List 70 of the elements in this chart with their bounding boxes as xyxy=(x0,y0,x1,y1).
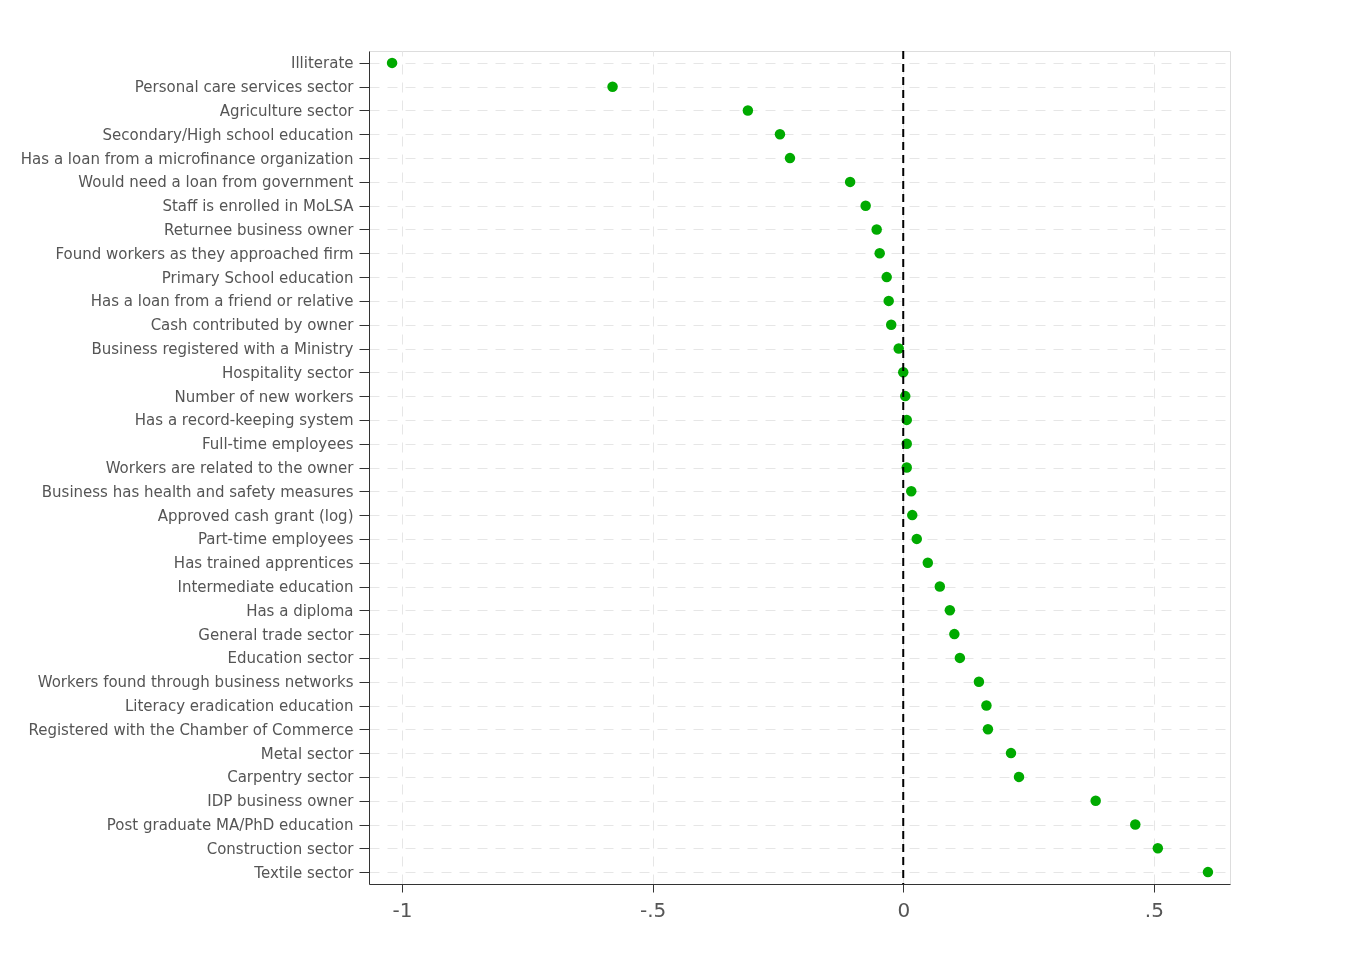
y-tick-label: Illiterate xyxy=(290,54,354,73)
point xyxy=(922,557,934,568)
y-tick-label: Returnee business owner xyxy=(164,221,355,239)
y-tick-label: Hospitality sector xyxy=(222,363,355,382)
y-tick-label: Has a record-keeping system xyxy=(134,411,354,430)
point xyxy=(1152,843,1164,854)
y-tick-label: Found workers as they approached firm xyxy=(55,244,354,263)
point xyxy=(934,581,946,592)
point xyxy=(885,319,897,330)
point xyxy=(871,224,882,235)
y-tick-label: Post graduate MA/PhD education xyxy=(106,816,354,834)
y-tick-label: Staff is enrolled in MoLSA xyxy=(162,197,355,216)
point xyxy=(893,343,904,354)
y-tick-label: Secondary/High school education xyxy=(102,125,354,144)
y-tick-label: Has a diploma xyxy=(246,601,354,620)
y-tick-label: General trade sector xyxy=(198,625,355,644)
point xyxy=(784,152,796,164)
y-tick-label: Full-time employees xyxy=(201,435,354,454)
point xyxy=(883,295,894,307)
point xyxy=(844,176,856,188)
point xyxy=(906,486,917,497)
point xyxy=(982,724,994,735)
y-tick-label: Textile sector xyxy=(253,863,355,882)
y-tick-label: Education sector xyxy=(227,649,355,668)
y-tick-label: Registered with the Chamber of Commerce xyxy=(28,720,354,739)
y-tick-label: Metal sector xyxy=(260,744,355,763)
y-tick-label: Construction sector xyxy=(206,839,355,858)
y-tick-label: Intermediate education xyxy=(177,578,354,596)
point xyxy=(607,81,618,92)
x-tick-label: 0 xyxy=(897,897,911,922)
y-tick-label: Agriculture sector xyxy=(219,102,355,120)
point xyxy=(1013,771,1025,783)
point xyxy=(774,129,786,140)
point xyxy=(973,676,985,687)
point xyxy=(1130,819,1141,830)
y-tick-label: Cash contributed by owner xyxy=(150,316,355,335)
point xyxy=(1202,866,1214,878)
x-tick-label: -.5 xyxy=(640,897,667,922)
point xyxy=(901,462,912,473)
y-tick-label: Has trained apprentices xyxy=(173,554,354,573)
y-tick-label: Has a loan from a friend or relative xyxy=(90,292,354,311)
y-tick-label: Primary School education xyxy=(161,268,354,287)
y-tick-label: Approved cash grant (log) xyxy=(157,506,354,525)
y-tick-label: Workers are related to the owner xyxy=(105,459,355,477)
point xyxy=(881,271,892,283)
point xyxy=(981,700,992,711)
y-tick-label: Literacy eradication education xyxy=(124,697,354,715)
point xyxy=(742,105,754,116)
y-tick-label: Has a loan from a microfinance organization xyxy=(20,149,354,168)
y-tick-label: Business has health and safety measures xyxy=(41,482,354,501)
y-tick-label: Personal care services sector xyxy=(134,78,355,97)
x-tick-label: -1 xyxy=(392,897,413,922)
point xyxy=(860,200,871,211)
y-tick-label: IDP business owner xyxy=(207,792,355,811)
point xyxy=(944,605,956,616)
point xyxy=(1090,795,1101,806)
y-tick-label: Workers found through business networks xyxy=(37,673,354,692)
point xyxy=(386,57,398,69)
x-tick-label: .5 xyxy=(1144,897,1164,922)
point xyxy=(954,652,966,664)
y-tick-label: Number of new workers xyxy=(174,387,354,406)
point xyxy=(874,248,885,259)
y-tick-label: Carpentry sector xyxy=(227,768,355,787)
y-tick-label: Part-time employees xyxy=(197,530,354,549)
point xyxy=(911,533,923,545)
y-tick-label: Would need a loan from government xyxy=(78,173,354,192)
point xyxy=(907,509,918,521)
y-tick-label: Business registered with a Ministry xyxy=(91,340,354,358)
point xyxy=(949,628,960,640)
point xyxy=(1005,747,1017,759)
